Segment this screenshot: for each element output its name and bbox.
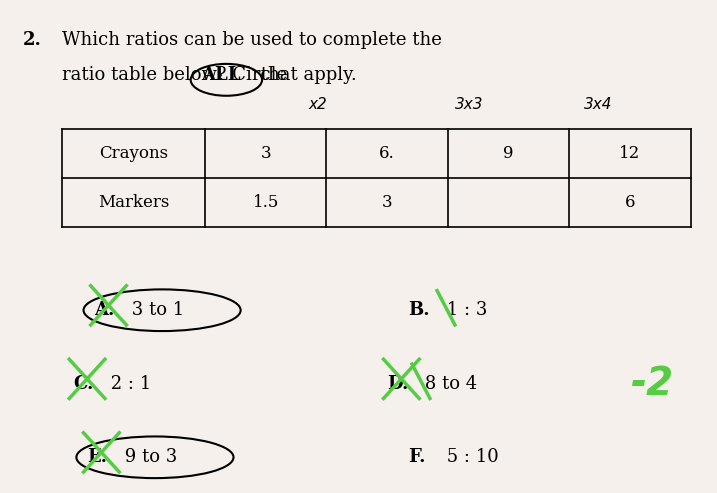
Text: -2: -2 xyxy=(630,365,673,403)
Text: 1.5: 1.5 xyxy=(252,194,279,211)
Text: 3: 3 xyxy=(381,194,392,211)
Text: x2: x2 xyxy=(308,97,327,112)
Text: E.: E. xyxy=(87,448,107,466)
Text: 8 to 4: 8 to 4 xyxy=(419,375,478,393)
Text: ratio table below? Circle: ratio table below? Circle xyxy=(62,66,293,84)
Text: B.: B. xyxy=(409,301,430,319)
Text: D.: D. xyxy=(387,375,409,393)
Text: C.: C. xyxy=(73,375,93,393)
Text: 2 : 1: 2 : 1 xyxy=(105,375,151,393)
Text: ALL: ALL xyxy=(201,66,241,84)
Text: 6: 6 xyxy=(625,194,635,211)
Text: 1 : 3: 1 : 3 xyxy=(441,301,487,319)
Text: A.: A. xyxy=(94,301,115,319)
Text: Markers: Markers xyxy=(98,194,169,211)
Text: 3: 3 xyxy=(260,145,271,162)
Text: 12: 12 xyxy=(619,145,640,162)
Text: 9: 9 xyxy=(503,145,514,162)
Text: 6.: 6. xyxy=(379,145,395,162)
Text: that apply.: that apply. xyxy=(255,66,356,84)
Text: 3x3: 3x3 xyxy=(455,97,483,112)
Text: 5 : 10: 5 : 10 xyxy=(441,448,498,466)
Text: 2.: 2. xyxy=(23,31,42,49)
Text: Which ratios can be used to complete the: Which ratios can be used to complete the xyxy=(62,31,442,49)
Text: 3x4: 3x4 xyxy=(584,97,612,112)
Text: Crayons: Crayons xyxy=(99,145,168,162)
Text: 9 to 3: 9 to 3 xyxy=(119,448,178,466)
Text: 3 to 1: 3 to 1 xyxy=(126,301,185,319)
Text: F.: F. xyxy=(409,448,426,466)
